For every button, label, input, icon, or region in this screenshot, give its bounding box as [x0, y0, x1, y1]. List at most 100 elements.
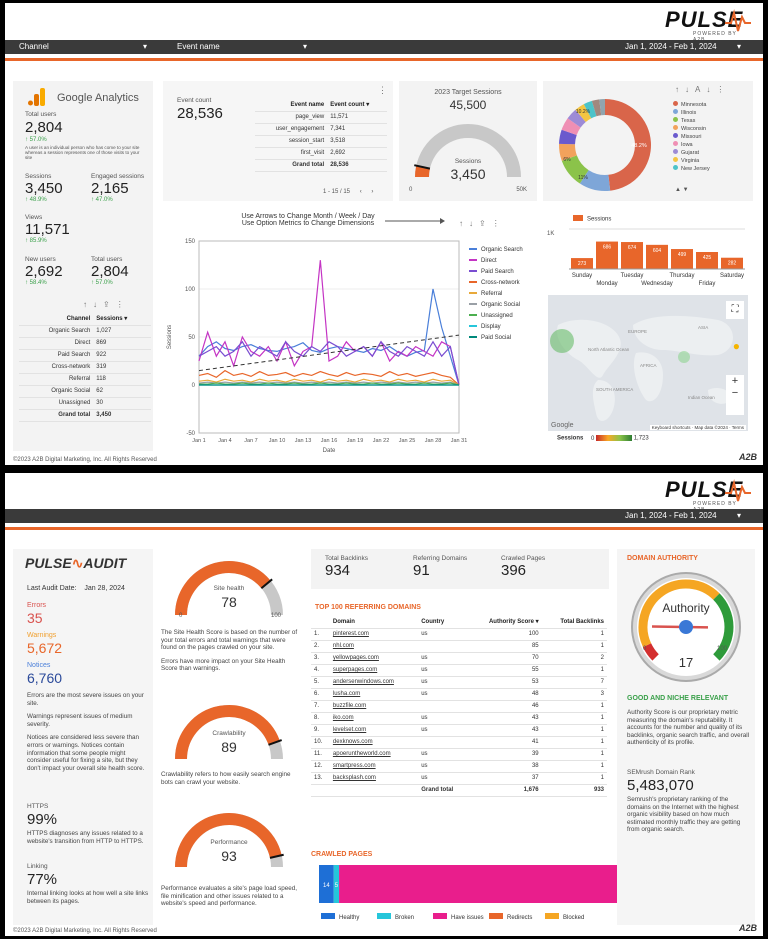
bar-value-label: 674 — [628, 245, 637, 251]
more-options-icon[interactable]: ⋮ — [491, 219, 506, 228]
row-number: 11. — [311, 748, 330, 761]
date-range-picker[interactable]: Jan 1, 2024 - Feb 1, 2024 — [625, 511, 717, 520]
bar-value-label: 686 — [603, 245, 612, 251]
chevron-down-icon[interactable]: ▾ — [737, 42, 742, 51]
performance-description: Performance evaluates a site's page load… — [161, 885, 297, 908]
domain-link[interactable]: andersenwindows.com — [329, 676, 419, 689]
arrow-up-icon[interactable]: ↑ — [83, 300, 93, 309]
keyboard-shortcuts-link[interactable]: Keyboard shortcuts — [651, 425, 691, 430]
column-header[interactable]: Event name — [255, 99, 328, 112]
grand-total-label: Grand total — [19, 409, 94, 422]
table-row: first_visit 2,692 — [255, 147, 387, 160]
channel-name: Cross-network — [19, 361, 94, 374]
chevron-down-icon[interactable]: ▾ — [737, 511, 742, 520]
column-header[interactable]: Domain — [329, 616, 419, 629]
donut-slice — [591, 99, 602, 117]
arrow-down-icon[interactable]: ↓ — [469, 219, 479, 228]
bar-value-label: 282 — [728, 261, 737, 267]
row-number: 6. — [311, 688, 330, 701]
export-icon[interactable]: ⇪ — [479, 219, 492, 228]
more-options-icon[interactable]: ⋮ — [115, 300, 130, 309]
legend-label: Display — [481, 324, 501, 330]
column-header[interactable]: Total Backlinks — [541, 616, 607, 629]
bar-value-label: 604 — [653, 248, 662, 254]
engaged-sessions-label: Engaged sessions — [91, 173, 145, 180]
backlink-kpis: Total Backlinks 934 Referring Domains 91 Cra… — [311, 549, 609, 589]
domain-link[interactable]: apoeruntheworld.com — [329, 748, 419, 761]
table-row: session_start 3,518 — [255, 135, 387, 148]
x-tick-label: Jan 28 — [425, 438, 442, 444]
more-options-icon[interactable]: ⋮ — [716, 85, 731, 94]
domain-link[interactable]: dexknows.com — [329, 736, 419, 749]
kpi-1: Referring Domains 91 — [413, 555, 467, 579]
event-name-filter[interactable]: Event name — [177, 42, 220, 51]
donut-slice — [561, 118, 581, 136]
zoom-in-icon[interactable]: + — [731, 375, 739, 387]
site-health-value: 78 — [221, 594, 237, 610]
channel-name: Paid Search — [19, 349, 94, 362]
domain-link[interactable]: levelset.com — [329, 724, 419, 737]
channel-filter[interactable]: Channel — [19, 42, 49, 51]
fullscreen-icon[interactable]: ⛶ — [726, 301, 744, 319]
chevron-down-icon[interactable]: ▾ — [303, 42, 308, 51]
sessions-map[interactable]: EUROPE ASIA AFRICA SOUTH AMERICA North Atlan… — [548, 295, 748, 431]
legend-item: Iowa — [673, 141, 710, 149]
domain-link[interactable]: yellowpages.com — [329, 652, 419, 665]
donut-slice — [575, 104, 592, 123]
street-view-icon[interactable]: ● — [732, 339, 740, 353]
chevron-down-icon[interactable]: ▾ — [143, 42, 148, 51]
gauge-marker — [414, 164, 431, 170]
row-number: 4. — [311, 664, 330, 677]
x-axis-label: Date — [323, 448, 336, 454]
column-header[interactable]: Country — [418, 616, 469, 629]
chevron-left-icon[interactable]: ‹ — [359, 189, 362, 195]
event-table: Event name Event count ▾ page_view 11,571 u… — [255, 99, 387, 172]
column-header[interactable]: Authority Score ▾ — [468, 616, 542, 629]
legend-label: Sessions — [587, 217, 611, 223]
domain-link[interactable]: pinterest.com — [329, 628, 419, 641]
stacked-segment — [319, 865, 334, 903]
donut-slice — [559, 129, 577, 145]
kpi-label: Crawled Pages — [501, 555, 546, 562]
column-header[interactable]: Sessions ▾ — [93, 313, 151, 326]
map-label: EUROPE — [628, 329, 648, 334]
domain-link[interactable]: smartpress.com — [329, 760, 419, 773]
total-users-value: 2,804 — [91, 263, 129, 280]
domain-link[interactable]: lusha.com — [329, 688, 419, 701]
weekday-bar-chart: Sessions 1K 273 686 674 604 499 425 282 Sunday Tue… — [547, 215, 745, 287]
authority-gauge — [631, 572, 741, 682]
backlinks: 1 — [541, 700, 607, 713]
sort-az-icon[interactable]: A↓ — [695, 85, 717, 94]
notices-label: Notices — [27, 662, 51, 669]
column-header[interactable]: Event count ▾ — [327, 99, 387, 112]
table-row: Paid Search 922 — [19, 349, 151, 362]
domain-link[interactable]: buzzfile.com — [329, 700, 419, 713]
event-name: page_view — [255, 111, 328, 124]
authority-score: 43 — [468, 724, 542, 737]
domain-rank-label: SEMrush Domain Rank — [627, 769, 695, 776]
event-count: 7,341 — [327, 123, 387, 136]
date-range-picker[interactable]: Jan 1, 2024 - Feb 1, 2024 — [625, 42, 717, 51]
arrow-up-icon[interactable]: ↑ — [675, 85, 685, 94]
domain-rank-description: Semrush's proprietary ranking of the dom… — [627, 796, 741, 834]
zoom-out-icon[interactable]: − — [731, 387, 739, 399]
arrow-right-icon — [385, 218, 445, 224]
arrow-down-icon[interactable]: ↓ — [685, 85, 695, 94]
arrow-down-icon[interactable]: ↓ — [93, 300, 103, 309]
domain-link[interactable]: nhl.com — [329, 640, 419, 653]
arrow-up-icon[interactable]: ↑ — [459, 219, 469, 228]
domain-link[interactable]: backsplash.com — [329, 772, 419, 785]
export-icon[interactable]: ⇪ — [103, 300, 116, 309]
legend-pager[interactable]: ▲ ▼ — [675, 187, 689, 193]
chevron-right-icon[interactable]: › — [371, 189, 374, 195]
row-number: 10. — [311, 736, 330, 749]
column-header[interactable]: Channel — [19, 313, 94, 326]
domain-link[interactable]: iko.com — [329, 712, 419, 725]
legend-label: Sessions — [557, 435, 584, 442]
more-options-icon[interactable]: ⋮ — [378, 85, 387, 95]
terms-link[interactable]: Terms — [731, 425, 744, 430]
backlinks: 2 — [541, 652, 607, 665]
channel-sessions: 319 — [93, 361, 151, 374]
a2b-logo: A2B — [738, 923, 757, 933]
domain-link[interactable]: superpages.com — [329, 664, 419, 677]
